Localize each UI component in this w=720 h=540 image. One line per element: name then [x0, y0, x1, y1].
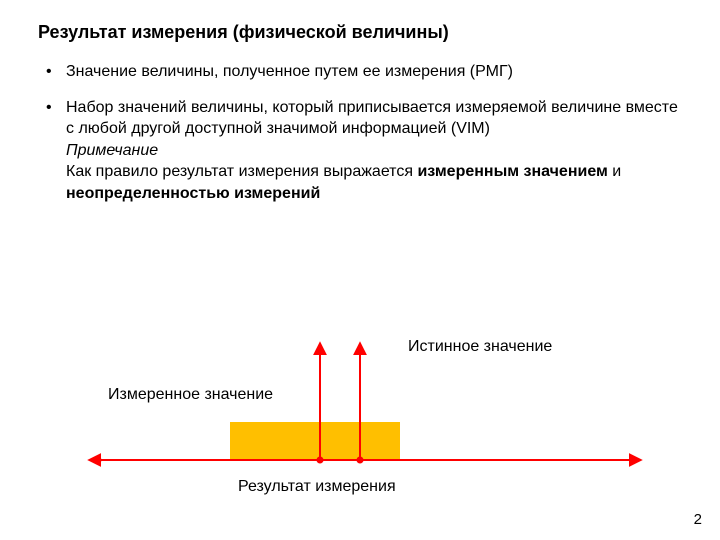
- bullet-2-note-a: Как правило результат измерения выражает…: [66, 163, 417, 180]
- bullet-2-note-label: Примечание: [66, 142, 158, 159]
- label-result: Результат измерения: [238, 478, 396, 496]
- uncertainty-box: [230, 422, 400, 460]
- bullet-2-note-bold2: неопределенностью измерений: [66, 185, 320, 202]
- bullet-2: Набор значений величины, который приписы…: [44, 97, 682, 205]
- slide-title: Результат измерения (физической величины…: [38, 22, 682, 43]
- bullet-2-text: Набор значений величины, который приписы…: [66, 99, 678, 138]
- label-true-value: Истинное значение: [408, 338, 552, 356]
- measured-dot: [317, 457, 324, 464]
- bullet-1-text: Значение величины, полученное путем ее и…: [66, 63, 513, 80]
- page-number: 2: [694, 511, 702, 528]
- bullet-2-note-bold1: измеренным значением: [417, 163, 607, 180]
- bullet-list: Значение величины, полученное путем ее и…: [44, 61, 682, 205]
- axis-dot: [95, 457, 102, 464]
- true-dot: [357, 457, 364, 464]
- label-measured-value: Измеренное значение: [108, 386, 273, 404]
- diagram-container: Истинное значение Измеренное значение Ре…: [0, 320, 720, 520]
- bullet-1: Значение величины, полученное путем ее и…: [44, 61, 682, 83]
- bullet-2-note-b: и: [608, 163, 621, 180]
